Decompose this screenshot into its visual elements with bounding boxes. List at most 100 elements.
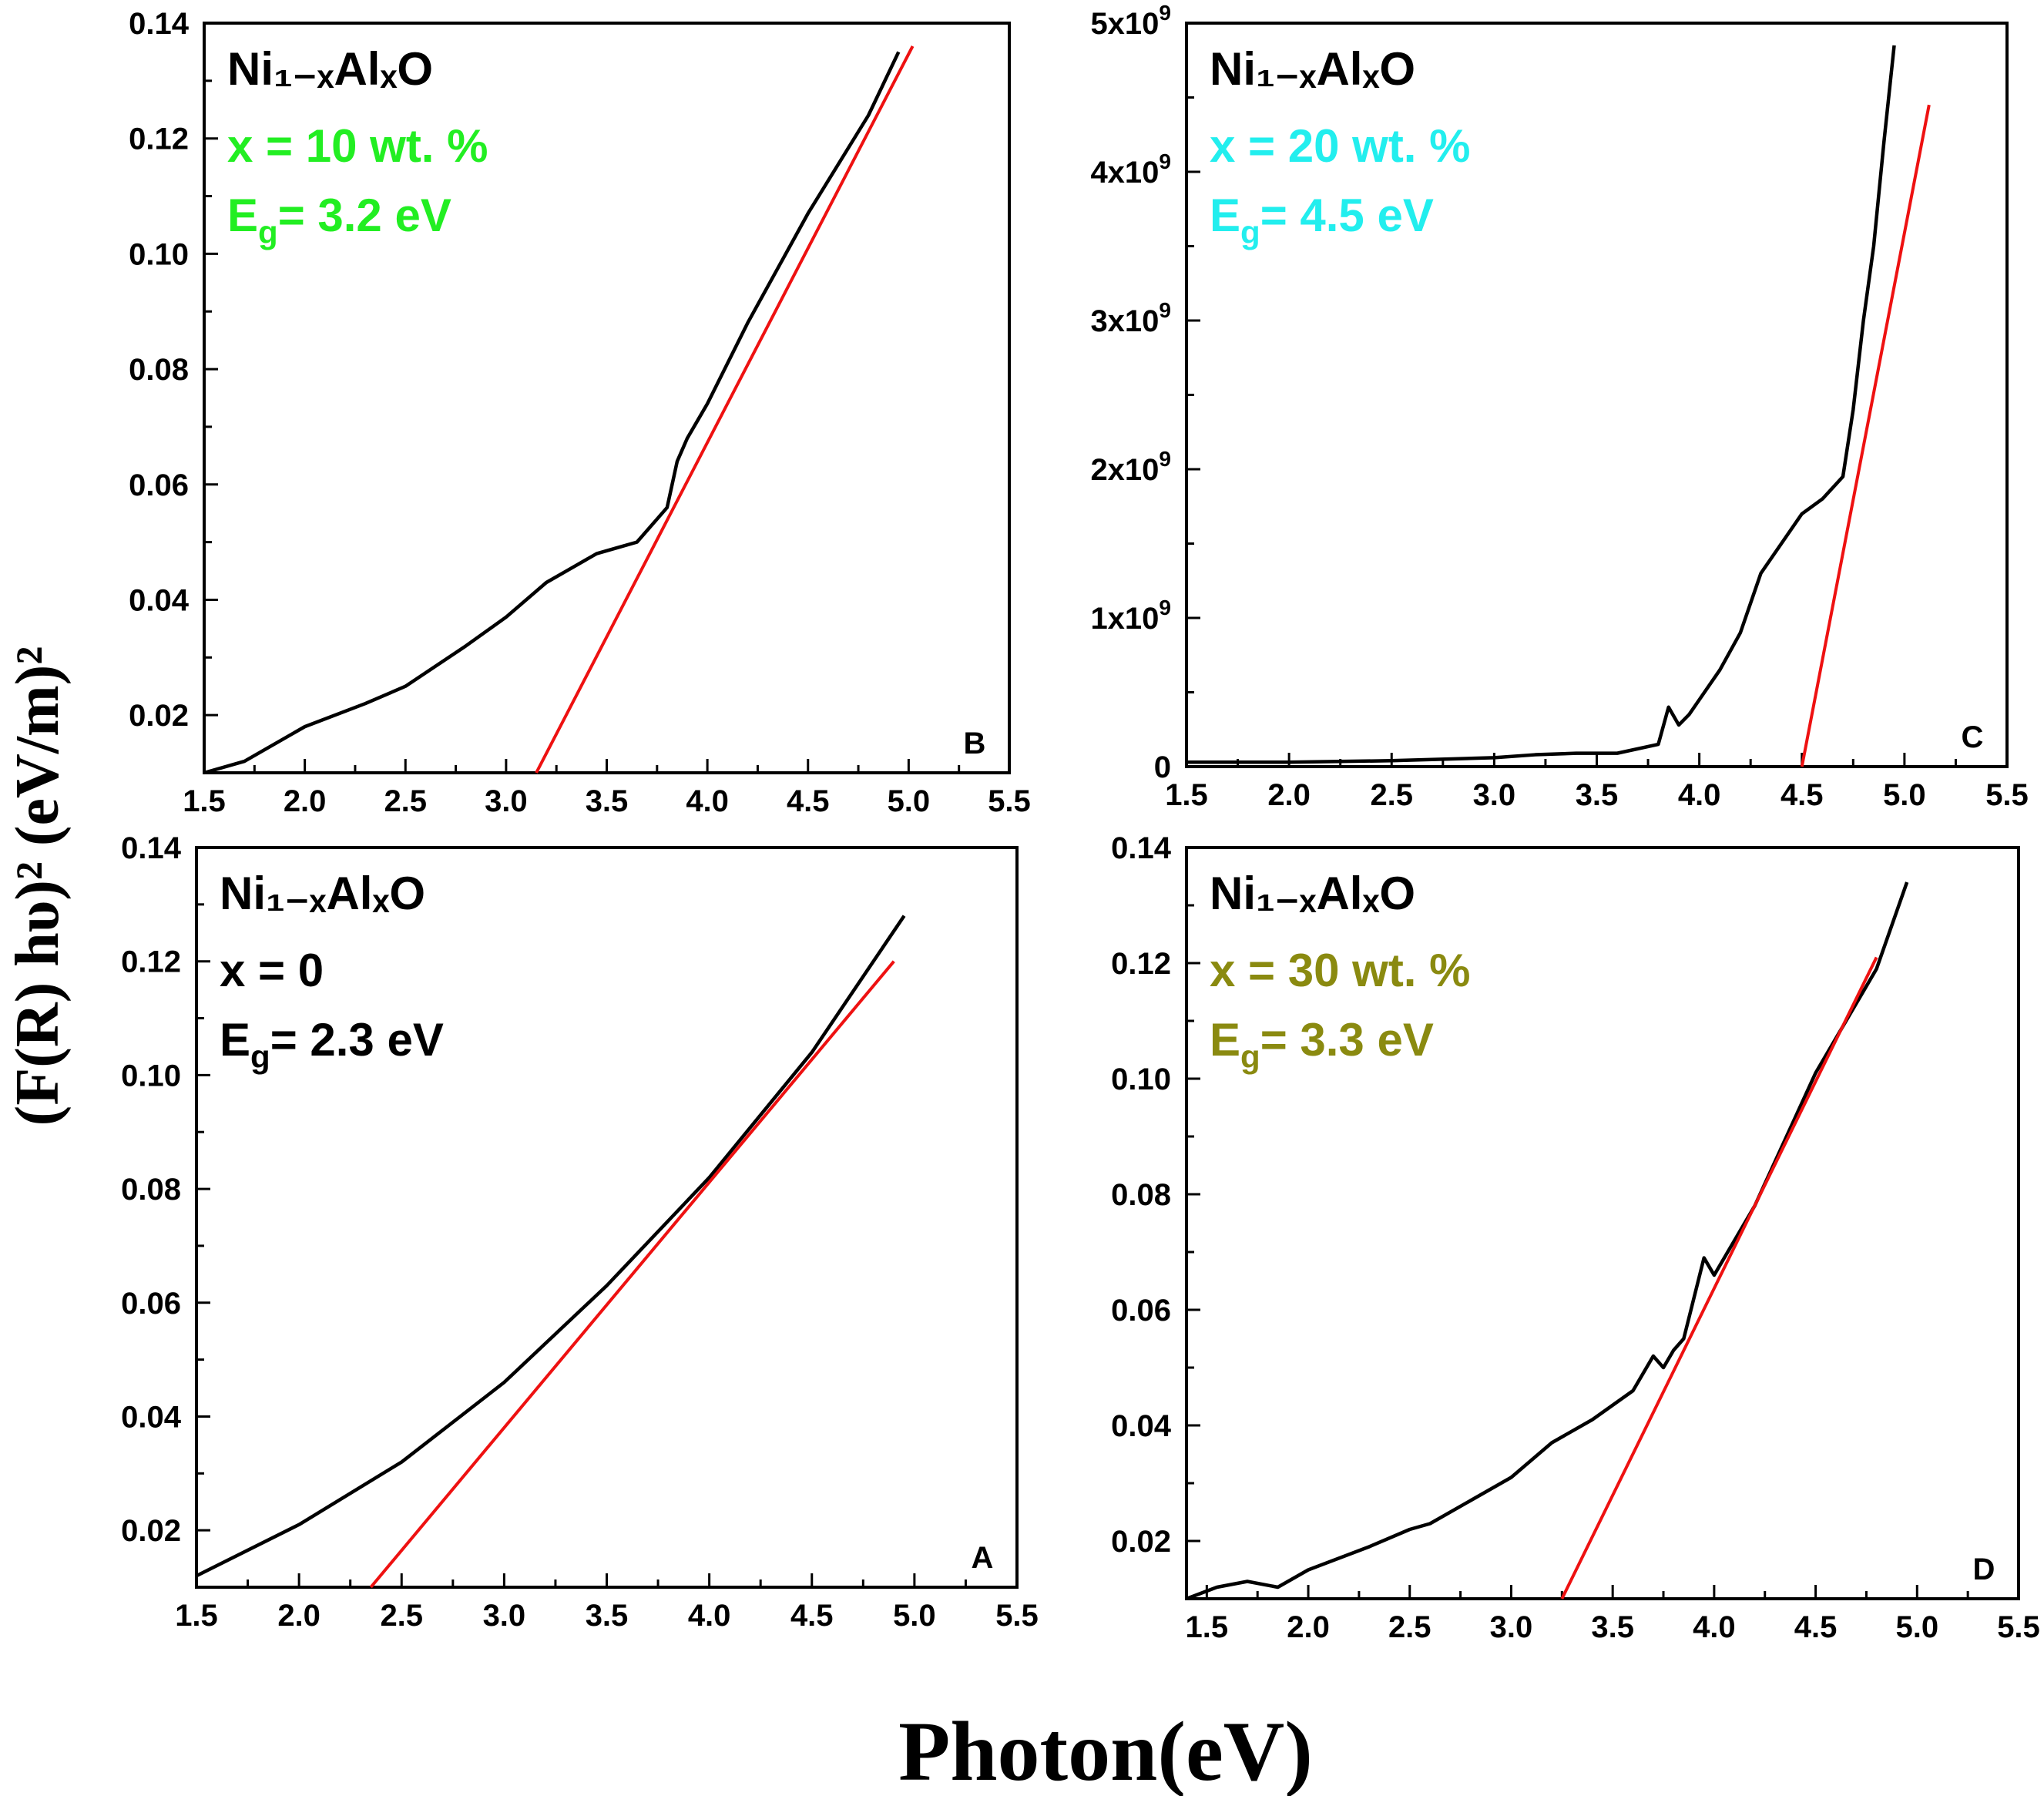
series-fit-line xyxy=(535,45,915,774)
x-tick-label: 2.5 xyxy=(380,1599,423,1633)
y-tick-exponent: 9 xyxy=(1159,149,1171,173)
x-tick-label: 2.5 xyxy=(1388,1610,1431,1644)
y-tick-label: 5x109 xyxy=(1090,1,1171,41)
x-tick-label: 4.5 xyxy=(790,1599,834,1633)
bandgap-label: Eg= 4.5 eV xyxy=(1210,190,1434,250)
y-tick-label: 4x109 xyxy=(1090,149,1171,190)
x-tick-label: 4.5 xyxy=(1794,1610,1838,1644)
y-tick-label: 0.12 xyxy=(129,123,189,156)
formula-label: Ni₁₋ₓAlₓO xyxy=(227,43,433,95)
y-tick-label: 0.06 xyxy=(1111,1294,1171,1328)
x-tick-label: 3.0 xyxy=(1473,778,1516,812)
y-tick-label: 3x109 xyxy=(1090,298,1171,338)
formula-label: Ni₁₋ₓAlₓO xyxy=(220,868,425,919)
panel-a: 1.5 2.0 2.5 3.0 3.5 4.0 4.5 5.0 5.5 0.02 0.04 0.06 0… xyxy=(121,831,1039,1633)
x-tick-label: 2.0 xyxy=(1287,1610,1330,1644)
x-tick-label: 2.5 xyxy=(1370,778,1413,812)
bandgap-label: Eg= 2.3 eV xyxy=(220,1014,444,1075)
y-tick-label: 0.14 xyxy=(1111,831,1172,865)
bandgap-label: Eg= 3.2 eV xyxy=(227,190,451,250)
x-tick-label: 2.0 xyxy=(1267,778,1311,812)
y-tick-label: 0.02 xyxy=(1111,1525,1171,1559)
series-data-line xyxy=(195,915,906,1578)
x-tick-label: 1.5 xyxy=(1165,778,1208,812)
panel-d: 1.5 2.0 2.5 3.0 3.5 4.0 4.5 5.0 5.5 0.02 0.04 0.06 0… xyxy=(1111,831,2040,1644)
y-tick-label: 0.10 xyxy=(121,1059,181,1093)
x-tick-label: 2.0 xyxy=(284,784,327,818)
y-tick-label: 0.08 xyxy=(1111,1178,1171,1212)
bandgap-subscript: g xyxy=(1240,214,1260,250)
bandgap-subscript: g xyxy=(258,214,278,250)
series-data-line xyxy=(1186,45,1896,764)
y-tick-exponent: 9 xyxy=(1159,596,1171,619)
y-tick-label: 0.14 xyxy=(129,7,190,41)
y-tick-label: 2x109 xyxy=(1090,447,1171,487)
composition-label: x = 20 wt. % xyxy=(1210,120,1471,172)
series-fit-line xyxy=(1800,104,1931,767)
x-tick-label: 5.5 xyxy=(995,1599,1039,1633)
x-tick-label: 1.5 xyxy=(183,784,226,818)
x-tick-label: 3.0 xyxy=(1490,1610,1533,1644)
composition-label: x = 10 wt. % xyxy=(227,120,488,172)
panel-b: 1.5 2.0 2.5 3.0 3.5 4.0 4.5 5.0 5.5 0.02 0.04 0.06 0… xyxy=(129,7,1031,818)
y-tick-label: 0.02 xyxy=(121,1514,181,1548)
y-tick-label: 0.06 xyxy=(121,1287,181,1321)
x-tick-label: 2.5 xyxy=(384,784,427,818)
panel-letter: A xyxy=(972,1541,994,1575)
x-tick-label: 3.5 xyxy=(586,1599,629,1633)
y-tick-label: 0.12 xyxy=(1111,947,1171,981)
y-tick-exponent: 9 xyxy=(1159,298,1171,322)
series-data-line xyxy=(203,51,901,775)
y-tick-label: 1x109 xyxy=(1090,596,1171,636)
y-tick-label: 0 xyxy=(1154,750,1171,784)
x-tick-label: 4.5 xyxy=(787,784,830,818)
bandgap-subscript: g xyxy=(250,1039,270,1075)
y-tick-label: 0.10 xyxy=(1111,1062,1171,1096)
x-tick-label: 5.5 xyxy=(1997,1610,2040,1644)
series-fit-line xyxy=(1560,956,1878,1600)
composition-label: x = 30 wt. % xyxy=(1210,945,1471,996)
x-tick-label: 3.5 xyxy=(586,784,629,818)
y-tick-label: 0.06 xyxy=(129,468,189,502)
composition-label: x = 0 xyxy=(220,945,324,996)
x-tick-label: 5.0 xyxy=(1895,1610,1938,1644)
y-tick-label: 0.10 xyxy=(129,237,189,271)
x-tick-label: 4.0 xyxy=(1693,1610,1736,1644)
formula-label: Ni₁₋ₓAlₓO xyxy=(1210,868,1415,919)
x-tick-label: 1.5 xyxy=(175,1599,218,1633)
x-tick-label: 3.5 xyxy=(1576,778,1619,812)
x-tick-label: 4.0 xyxy=(686,784,729,818)
x-tick-label: 5.5 xyxy=(988,784,1031,818)
plot-frame xyxy=(1185,846,2020,1600)
panel-c: 1.5 2.0 2.5 3.0 3.5 4.0 4.5 5.0 5.5 0 1x109 2x109 3x… xyxy=(1090,1,2028,812)
x-tick-label: 4.0 xyxy=(688,1599,731,1633)
y-tick-label: 0.08 xyxy=(129,353,189,387)
series-data-line xyxy=(1186,881,1909,1601)
bandgap-value: = 4.5 eV xyxy=(1260,190,1434,241)
y-axis-title: (F(R) hυ)² (eV/m)² xyxy=(4,646,72,1126)
panel-letter: C xyxy=(1962,720,1984,754)
y-tick-label: 0.14 xyxy=(121,831,182,865)
x-tick-label: 1.5 xyxy=(1186,1610,1229,1644)
bandgap-value: = 3.3 eV xyxy=(1260,1014,1434,1066)
x-tick-label: 3.0 xyxy=(485,784,528,818)
bandgap-label: Eg= 3.3 eV xyxy=(1210,1014,1434,1075)
panel-letter: D xyxy=(1973,1553,1995,1586)
y-tick-label: 0.12 xyxy=(121,945,181,979)
formula-label: Ni₁₋ₓAlₓO xyxy=(1210,43,1415,95)
y-tick-label: 0.02 xyxy=(129,699,189,733)
y-tick-label: 0.08 xyxy=(121,1173,181,1207)
panel-letter: B xyxy=(964,727,986,760)
x-tick-label: 5.0 xyxy=(893,1599,936,1633)
x-tick-label: 5.0 xyxy=(888,784,931,818)
bandgap-value: = 3.2 eV xyxy=(278,190,451,241)
x-tick-label: 4.0 xyxy=(1678,778,1721,812)
y-tick-exponent: 9 xyxy=(1159,447,1171,471)
x-tick-label: 3.5 xyxy=(1591,1610,1634,1644)
x-tick-label: 2.0 xyxy=(277,1599,321,1633)
x-tick-label: 5.0 xyxy=(1883,778,1926,812)
x-tick-label: 4.5 xyxy=(1781,778,1824,812)
x-tick-label: 5.5 xyxy=(1985,778,2029,812)
y-tick-exponent: 9 xyxy=(1159,1,1171,25)
